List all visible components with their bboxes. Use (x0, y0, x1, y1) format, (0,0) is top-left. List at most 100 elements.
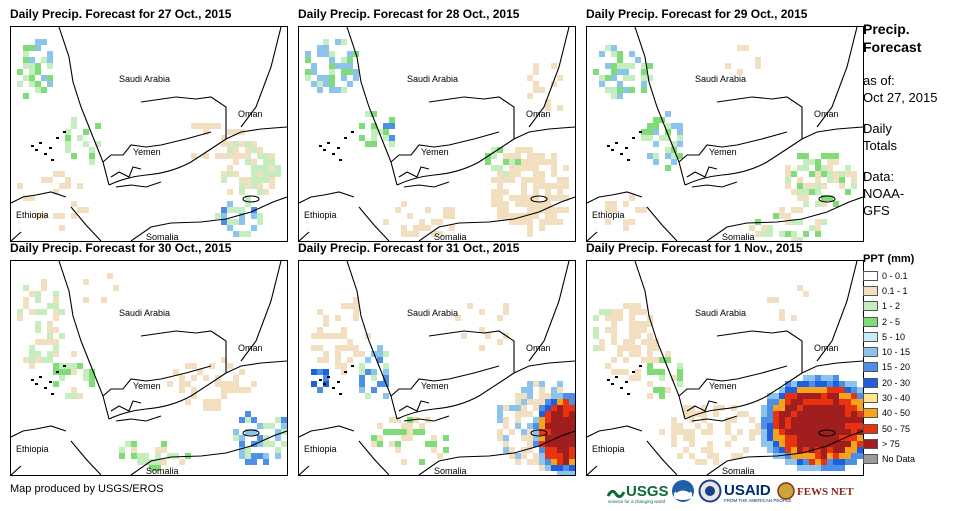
precip-cell (803, 411, 809, 417)
precip-cell (809, 417, 815, 423)
precip-cell (623, 225, 629, 231)
precip-cell (641, 69, 647, 75)
precip-cell (221, 153, 227, 159)
legend-item: 0 - 0.1 (863, 268, 963, 283)
precip-cell (47, 75, 53, 81)
precip-cell (257, 189, 263, 195)
precip-cell (83, 375, 89, 381)
precip-cell (53, 291, 59, 297)
precip-cell (335, 333, 341, 339)
precip-cell (257, 435, 263, 441)
precip-cell (647, 75, 653, 81)
precip-cell (833, 441, 839, 447)
precip-cell (797, 285, 803, 291)
precip-cell (23, 303, 29, 309)
island (31, 379, 34, 381)
precip-cell (809, 189, 815, 195)
map-credit: Map produced by USGS/EROS (10, 483, 164, 495)
precip-cell (677, 375, 683, 381)
precip-cell (791, 417, 797, 423)
precip-cell (533, 435, 539, 441)
precip-cell (545, 411, 551, 417)
island (625, 147, 628, 149)
map-label-somalia: Somalia (434, 232, 467, 241)
precip-cell (551, 465, 557, 471)
map-label-yemen: Yemen (133, 147, 161, 157)
boundary-line (346, 261, 398, 420)
sidebar-title-line2: Forecast (863, 39, 922, 55)
boundaries (11, 261, 287, 475)
precip-cell (83, 369, 89, 375)
legend-swatch (863, 362, 878, 373)
precip-cell (617, 63, 623, 69)
precip-cell (725, 417, 731, 423)
precip-cell (377, 357, 383, 363)
precip-cell (251, 171, 257, 177)
precip-cell (611, 45, 617, 51)
precip-cell (767, 423, 773, 429)
legend-label: 10 - 15 (882, 347, 911, 358)
precip-cell (797, 237, 803, 241)
precip-cell (191, 387, 197, 393)
precip-cell (275, 165, 281, 171)
precip-cell (257, 423, 263, 429)
precip-cell (221, 387, 227, 393)
precip-cell (629, 219, 635, 225)
precip-cell (521, 411, 527, 417)
precip-cell (23, 357, 29, 363)
precip-cell (713, 405, 719, 411)
precip-cell (803, 417, 809, 423)
precip-cell (593, 315, 599, 321)
precip-cell (503, 159, 509, 165)
precip-cell (617, 351, 623, 357)
precip-cell (671, 141, 677, 147)
precip-cell (329, 87, 335, 93)
precip-cell (539, 399, 545, 405)
map-label-oman: Oman (526, 109, 551, 119)
precip-cell (389, 417, 395, 423)
precip-cell (773, 429, 779, 435)
precip-cell (827, 195, 833, 201)
precip-cell (563, 417, 569, 423)
precip-cell (539, 225, 545, 231)
precip-cell (659, 375, 665, 381)
precip-cell (419, 423, 425, 429)
boundary-line (816, 261, 858, 362)
legend-label: 5 - 10 (882, 331, 906, 342)
precip-cell (629, 351, 635, 357)
legend-swatch (863, 408, 878, 419)
precip-cell (761, 405, 767, 411)
boundary-line (706, 196, 863, 241)
precip-cell (659, 135, 665, 141)
sidebar-title-line1: Precip. (863, 21, 910, 37)
precip-cell (821, 453, 827, 459)
precip-cell (65, 147, 71, 153)
precip-cell (629, 375, 635, 381)
precip-cell (845, 441, 851, 447)
precip-cell (653, 153, 659, 159)
precip-cell (35, 351, 41, 357)
precip-cell (413, 429, 419, 435)
precip-cell (41, 213, 47, 219)
precip-cell (101, 297, 107, 303)
precip-cell (551, 81, 557, 87)
precip-cell (527, 201, 533, 207)
map-label-ethiopia: Ethiopia (592, 210, 625, 220)
precip-cell (251, 441, 257, 447)
precip-cell (791, 381, 797, 387)
precip-cell (353, 303, 359, 309)
precip-cell (677, 369, 683, 375)
precip-cell (821, 381, 827, 387)
precip-cell (401, 225, 407, 231)
precip-cell (467, 303, 473, 309)
precip-cell (839, 177, 845, 183)
boundary-line (130, 430, 287, 475)
precip-cell (227, 153, 233, 159)
precip-cell (437, 231, 443, 237)
precip-cell (329, 57, 335, 63)
boundary-line (678, 365, 788, 397)
precip-cell (779, 405, 785, 411)
precip-cell (227, 201, 233, 207)
precip-cell (65, 129, 71, 135)
precip-cell (833, 375, 839, 381)
